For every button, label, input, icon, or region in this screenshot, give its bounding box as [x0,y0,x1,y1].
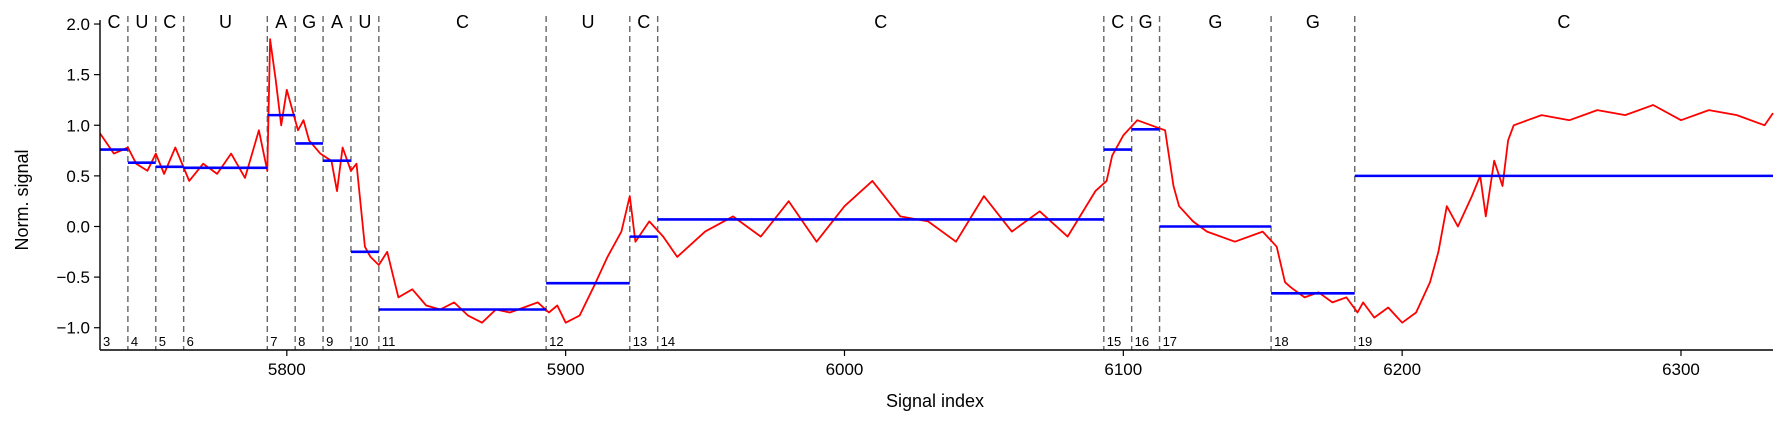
y-tick-label: 0.0 [66,217,90,236]
base-label: G [1139,12,1153,32]
segment-index-label: 14 [661,334,675,349]
y-axis-title: Norm. signal [12,149,32,250]
segment-index-label: 5 [159,334,166,349]
segment-index-label: 12 [549,334,563,349]
base-label: C [874,12,887,32]
base-label: C [107,12,120,32]
base-label: G [302,12,316,32]
segment-labels: C 3 U 4 C 5 U 6 A 7 G 8 A 9 U 10 C 11 U 12 C 13 C 14 C 15 G 16 G 17 G 1… [103,12,1570,349]
base-label: U [358,12,371,32]
y-tick-label: 2.0 [66,15,90,34]
x-tick-label: 6000 [826,360,864,379]
x-tick-label: 5800 [268,360,306,379]
segment-index-label: 13 [633,334,647,349]
axes: 5800 5900 6000 6100 6200 6300 −1.0 −0.5 0.0 0.5 1.… [56,15,1773,379]
base-label: U [135,12,148,32]
base-label: C [163,12,176,32]
segment-boundaries [127,16,1356,350]
base-label: G [1208,12,1222,32]
base-label: G [1306,12,1320,32]
y-tick-label: 1.5 [66,66,90,85]
segment-index-label: 7 [270,334,277,349]
segment-index-label: 17 [1163,334,1177,349]
x-tick-label: 6100 [1104,360,1142,379]
base-label: C [1111,12,1124,32]
segment-index-label: 15 [1107,334,1121,349]
segment-index-label: 19 [1358,334,1372,349]
base-label: U [581,12,594,32]
y-tick-label: 0.5 [66,167,90,186]
segment-index-label: 11 [382,334,396,349]
base-label: A [331,12,343,32]
segment-means [100,113,1773,311]
x-tick-label: 6300 [1662,360,1700,379]
x-axis-title: Signal index [886,391,984,411]
y-tick-label: −1.0 [56,319,90,338]
segment-index-label: 4 [131,334,138,349]
x-tick-label: 5900 [547,360,585,379]
segment-index-label: 9 [326,334,333,349]
segment-index-label: 18 [1274,334,1288,349]
base-label: U [219,12,232,32]
segment-index-label: 6 [187,334,194,349]
segment-index-label: 10 [354,334,368,349]
segment-index-label: 16 [1135,334,1149,349]
x-tick-label: 6200 [1383,360,1421,379]
y-tick-label: −0.5 [56,268,90,287]
segment-index-label: 8 [298,334,305,349]
base-label: C [456,12,469,32]
base-label: A [275,12,287,32]
base-label: C [637,12,650,32]
segment-index-label: 3 [103,334,110,349]
signal-line [99,38,1774,324]
base-label: C [1557,12,1570,32]
y-tick-label: 1.0 [66,116,90,135]
signal-series [99,38,1774,324]
